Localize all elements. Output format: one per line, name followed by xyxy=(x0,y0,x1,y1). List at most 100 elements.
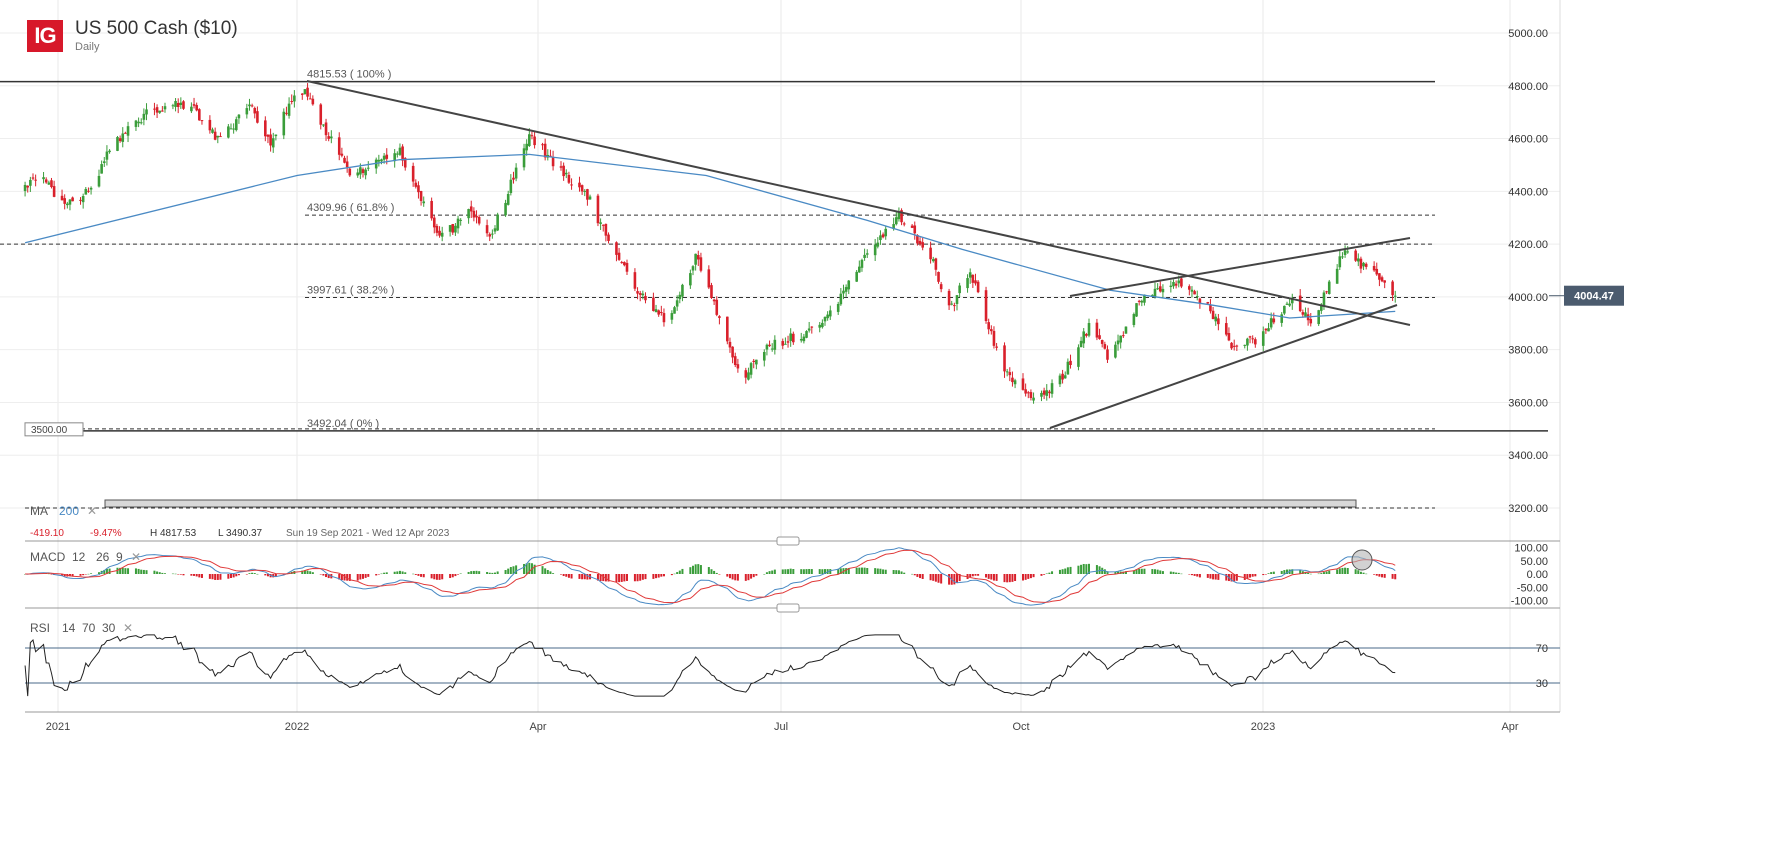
macd-histogram-bar xyxy=(728,574,731,579)
candle xyxy=(1066,358,1070,375)
macd-histogram-bar xyxy=(230,574,232,579)
y-tick-label: 4600.00 xyxy=(1508,134,1548,146)
candle-body xyxy=(615,242,618,255)
candle-body xyxy=(934,258,938,270)
candle xyxy=(894,211,898,226)
candle xyxy=(50,177,53,189)
candle-body xyxy=(44,179,48,183)
panel-resize-handle[interactable] xyxy=(776,603,800,613)
macd-histogram-bar xyxy=(544,568,547,574)
macd-histogram-bar xyxy=(1066,567,1069,574)
candle-body xyxy=(1372,265,1376,271)
macd-histogram-bar xyxy=(567,574,570,578)
candle xyxy=(472,207,476,222)
candle xyxy=(1085,332,1088,338)
macd-histogram-bar xyxy=(338,574,341,580)
macd-histogram-bar xyxy=(565,574,568,577)
candle xyxy=(710,282,713,299)
crosshair-marker[interactable] xyxy=(1351,549,1373,571)
candle-body xyxy=(195,105,198,111)
candle xyxy=(623,261,626,267)
macd-histogram-bar xyxy=(1177,572,1180,574)
candle-body xyxy=(385,154,389,159)
macd-histogram-bar xyxy=(488,572,491,574)
macd-histogram-bar xyxy=(676,572,679,574)
candle xyxy=(219,132,222,138)
candle xyxy=(1354,249,1357,262)
macd-tick-label: 0.00 xyxy=(1527,569,1548,581)
candle-body xyxy=(430,200,433,219)
candle-body xyxy=(1335,268,1339,284)
macd-histogram-bar xyxy=(992,574,995,581)
macd-histogram-bar xyxy=(237,574,240,576)
stats-range: Sun 19 Sep 2021 - Wed 12 Apr 2023 xyxy=(286,528,450,539)
candle-body xyxy=(440,232,444,237)
candle xyxy=(488,232,492,242)
candle xyxy=(356,168,360,178)
candle xyxy=(1224,316,1228,337)
ma-close-icon[interactable]: ✕ xyxy=(87,504,97,518)
macd-histogram-bar xyxy=(699,565,702,574)
candle-body xyxy=(34,179,37,181)
candle-body xyxy=(953,305,956,307)
candle-body xyxy=(1011,377,1014,383)
macd-histogram-bar xyxy=(866,568,869,574)
macd-histogram-bar xyxy=(1124,571,1127,574)
rsi-close-icon[interactable]: ✕ xyxy=(123,621,133,635)
panel-resize-handle[interactable] xyxy=(776,536,800,546)
macd-histogram-bar xyxy=(839,568,842,574)
macd-histogram-bar xyxy=(1172,571,1175,574)
macd-histogram-bar xyxy=(734,574,737,581)
macd-histogram-bar xyxy=(528,562,531,574)
candle xyxy=(599,218,602,230)
candle-body xyxy=(1391,281,1394,296)
macd-close-icon[interactable]: ✕ xyxy=(131,550,141,564)
candle-body xyxy=(699,257,703,271)
candle-body xyxy=(475,215,478,218)
candle xyxy=(26,185,30,193)
macd-histogram-bar xyxy=(552,573,555,574)
candle-body xyxy=(319,104,323,125)
macd-histogram-bar xyxy=(525,563,528,574)
macd-histogram-bar xyxy=(1267,573,1270,574)
candle xyxy=(134,119,138,131)
candle xyxy=(625,259,629,276)
candle-body xyxy=(522,148,526,168)
candle-body xyxy=(567,174,571,183)
candle xyxy=(1013,378,1017,389)
macd-histogram-bar xyxy=(1341,567,1344,574)
candle xyxy=(1280,312,1284,327)
candle-body xyxy=(921,242,924,248)
macd-histogram-bar xyxy=(348,574,351,581)
candle xyxy=(755,359,758,370)
timeframe-label[interactable]: Daily xyxy=(75,41,100,53)
candle xyxy=(580,184,584,195)
candle xyxy=(208,115,212,134)
candle-body xyxy=(1320,304,1323,311)
candle xyxy=(340,147,344,158)
candle xyxy=(182,100,185,110)
candle-body xyxy=(337,137,341,155)
macd-param: 26 xyxy=(96,550,110,564)
macd-histogram-bar xyxy=(860,567,863,574)
candle-body xyxy=(1143,294,1146,303)
macd-histogram-bar xyxy=(604,574,607,582)
macd-histogram-bar xyxy=(655,574,658,579)
candle xyxy=(52,180,56,198)
macd-histogram-bar xyxy=(251,572,254,574)
candle-body xyxy=(68,199,72,205)
candle-body xyxy=(42,177,45,180)
candle-body xyxy=(1087,323,1091,336)
range-scrollbar[interactable] xyxy=(104,499,1357,508)
candle-body xyxy=(493,228,497,232)
candle-body xyxy=(345,161,349,168)
candle-body xyxy=(1124,326,1128,334)
macd-histogram-bar xyxy=(1014,574,1017,581)
macd-histogram-bar xyxy=(362,574,364,579)
candle-body xyxy=(1290,297,1294,304)
macd-histogram-bar xyxy=(1235,574,1238,581)
macd-histogram-bar xyxy=(1117,571,1120,574)
candle-body xyxy=(636,291,639,294)
candle xyxy=(253,106,257,119)
